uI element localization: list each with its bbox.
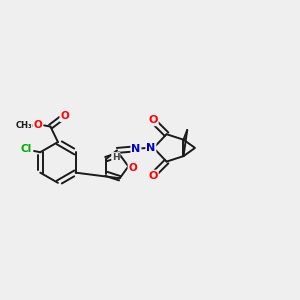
Text: O: O xyxy=(148,170,158,181)
Text: CH₃: CH₃ xyxy=(15,122,32,130)
Text: O: O xyxy=(60,111,69,121)
Text: O: O xyxy=(34,120,42,130)
Text: N: N xyxy=(146,143,155,153)
Text: O: O xyxy=(148,115,158,125)
Text: N: N xyxy=(131,144,141,154)
Text: H: H xyxy=(112,153,120,162)
Text: Cl: Cl xyxy=(20,144,32,154)
Text: O: O xyxy=(128,163,137,173)
